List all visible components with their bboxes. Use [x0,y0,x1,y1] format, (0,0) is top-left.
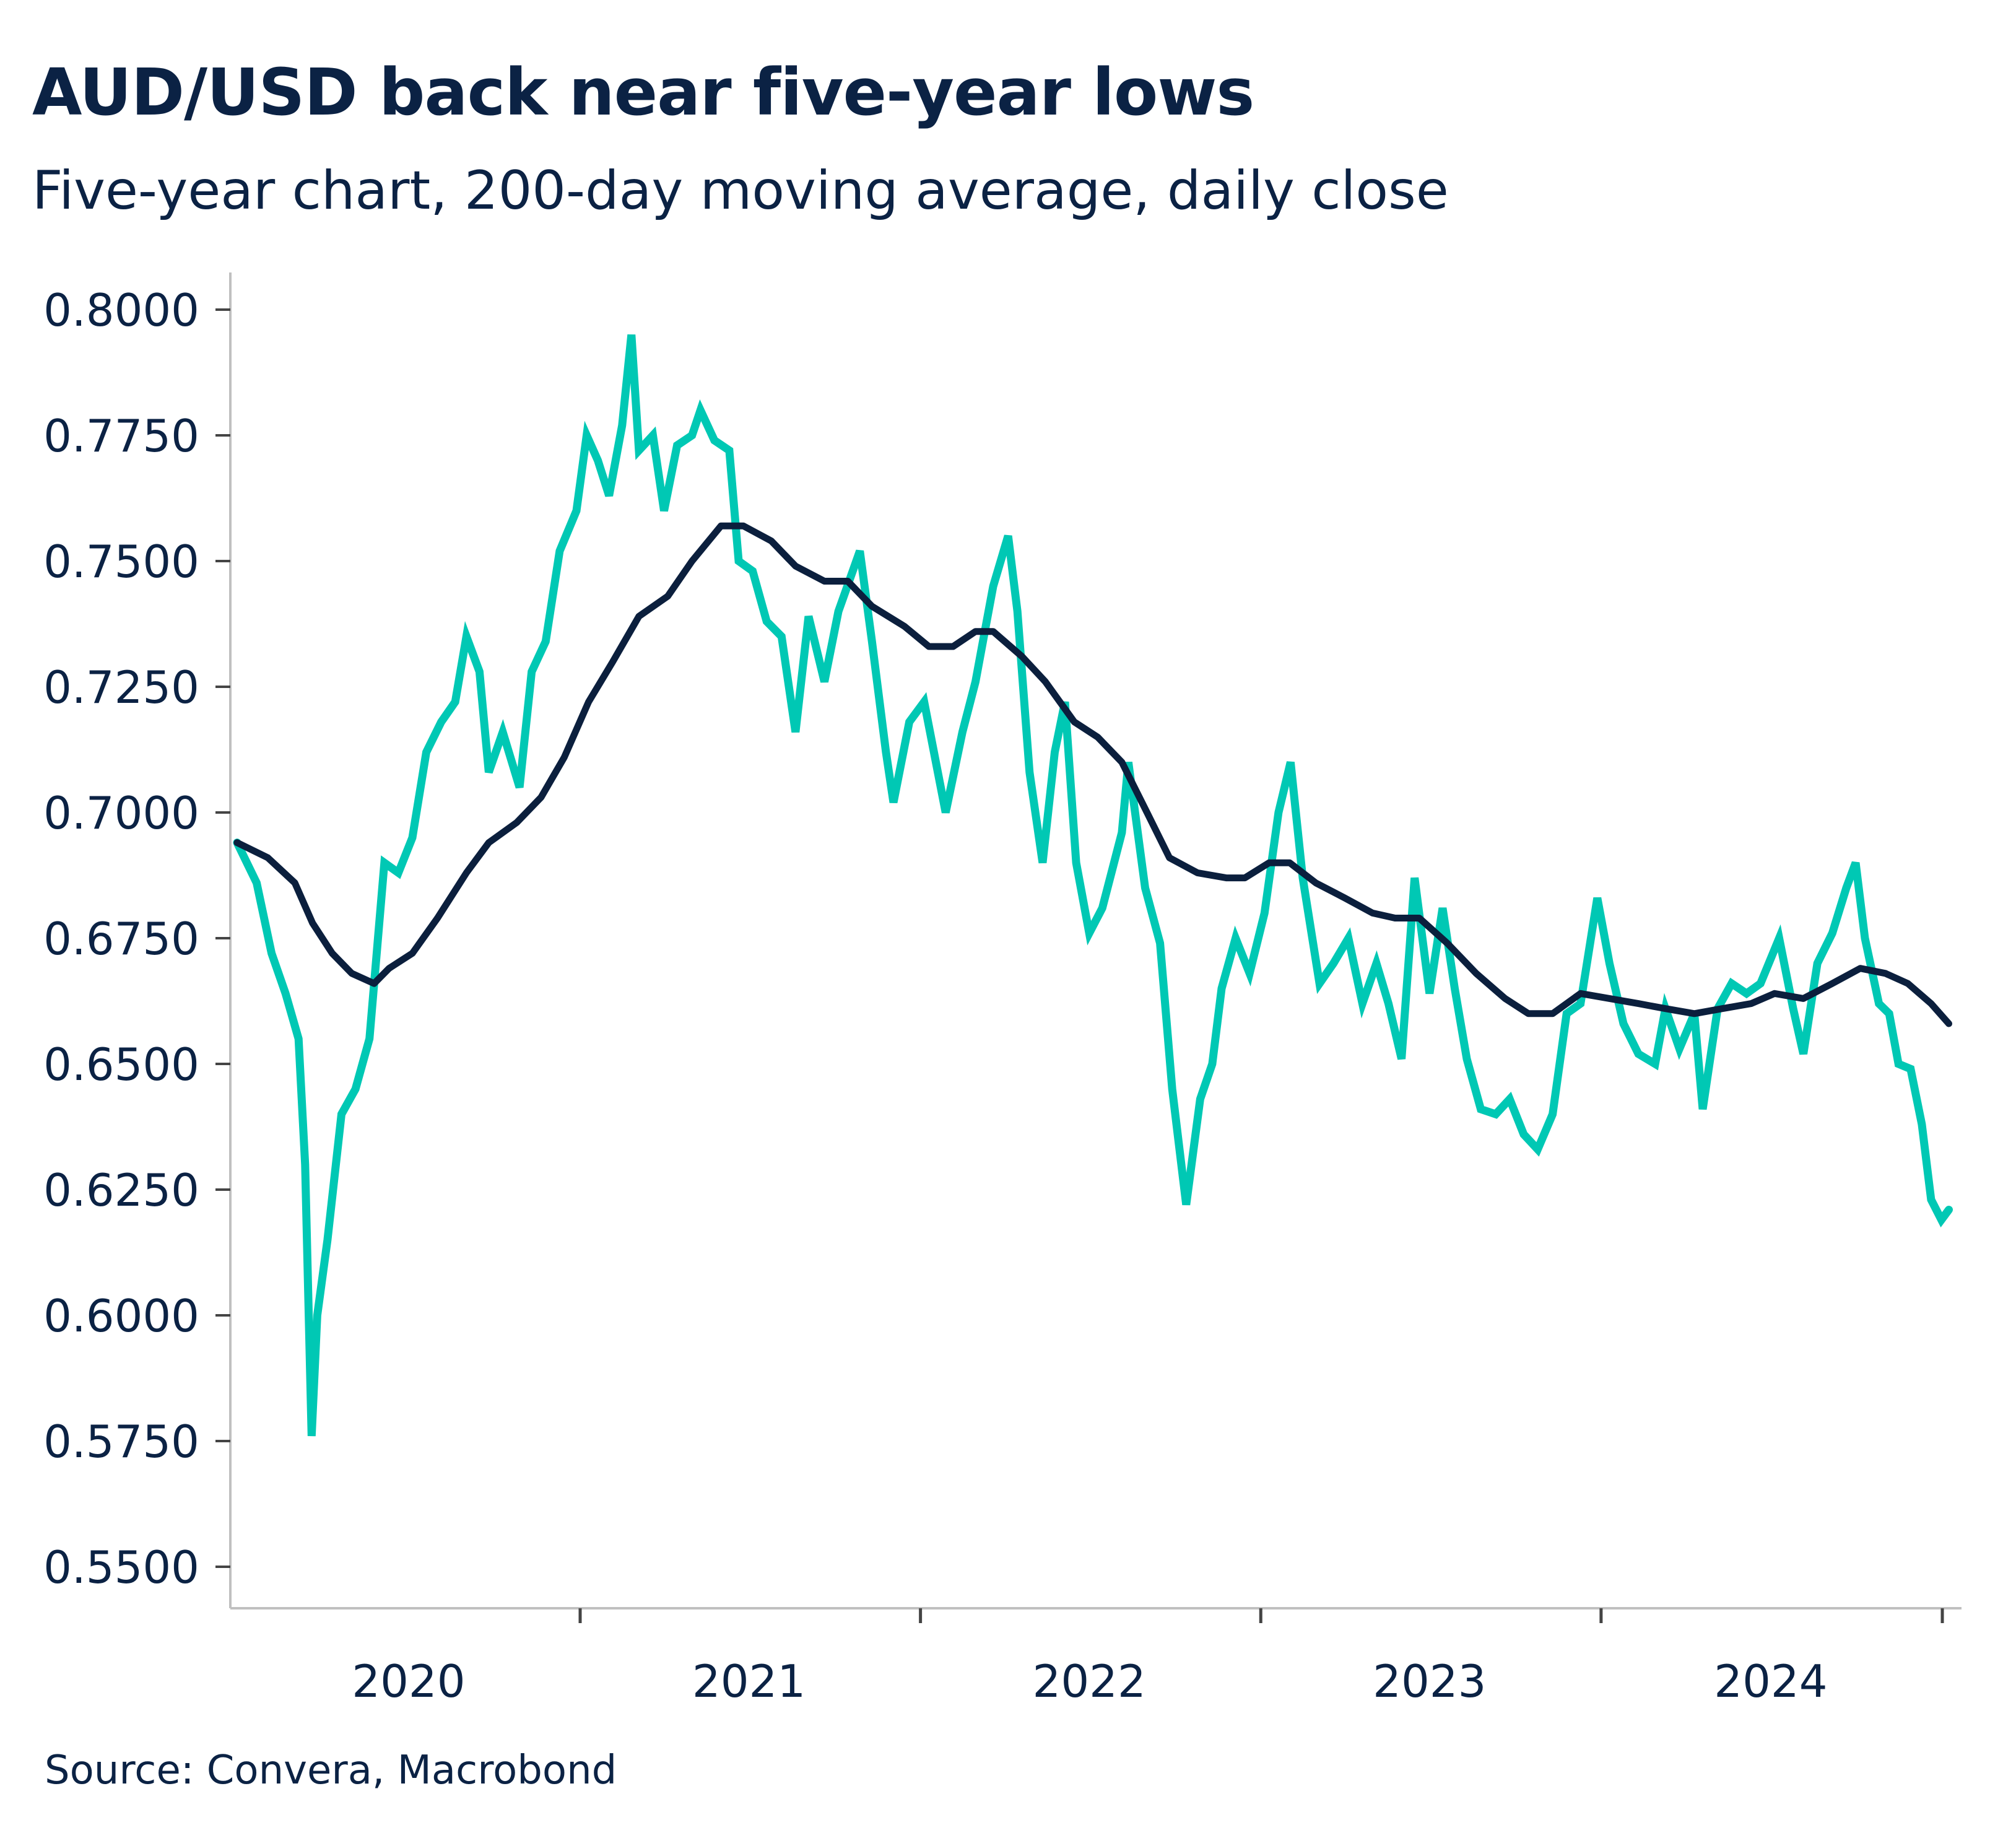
y-tick-label: 0.7250 [43,661,199,713]
y-tick-label: 0.6750 [43,913,199,965]
x-tick-label: 2024 [1714,1655,1827,1707]
y-tick-label: 0.5750 [43,1416,199,1468]
x-tick-label: 2022 [1033,1655,1146,1707]
axes: 0.8000 0.7750 0.7500 0.7250 0.7000 0.6750 0.65… [43,272,1962,1707]
y-tick-label: 0.7500 [43,536,199,588]
y-tick-label: 0.6500 [43,1039,199,1091]
chart-subtitle: Five-year chart, 200-day moving average,… [32,160,1449,222]
series-line-200-day-moving-average [233,522,1952,1027]
y-tick-label: 0.6000 [43,1290,199,1342]
x-tick-label: 2023 [1373,1655,1486,1707]
x-tick-label: 2020 [352,1655,465,1707]
series-lines [233,334,1953,1437]
y-tick-label: 0.7000 [43,787,199,839]
y-tick-label: 0.6250 [43,1164,199,1216]
chart-title: AUD/USD back near five-year lows [32,54,1254,130]
source-note: Source: Convera, Macrobond [45,1748,617,1793]
y-tick-label: 0.7750 [43,410,199,462]
series-line-daily-close [233,334,1953,1437]
y-tick-label: 0.5500 [43,1541,199,1593]
y-tick-label: 0.8000 [43,284,199,336]
x-tick-label: 2021 [692,1655,806,1707]
